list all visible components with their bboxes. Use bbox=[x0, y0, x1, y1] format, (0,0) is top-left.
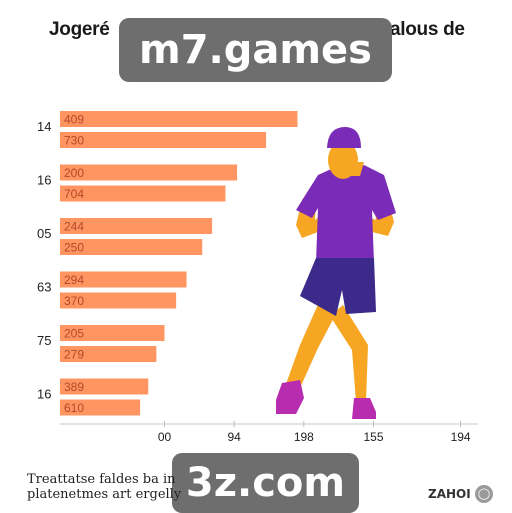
bar-data-label: 730 bbox=[64, 134, 84, 148]
y-category-label: 16 bbox=[37, 173, 51, 188]
runner-back-shoe bbox=[352, 398, 376, 419]
brand-logo-icon: ◯ bbox=[475, 485, 493, 503]
x-tick-label: 194 bbox=[451, 430, 471, 444]
bar bbox=[60, 111, 298, 127]
footnote-line-2: platenetmes art ergelly bbox=[27, 487, 182, 502]
y-category-label: 14 bbox=[37, 119, 51, 134]
runner-back-leg bbox=[330, 305, 368, 402]
bar bbox=[60, 164, 238, 181]
footnote-line-1: Treattatse faldes ba in bbox=[27, 472, 176, 487]
chart-title-right: alous de bbox=[390, 19, 465, 40]
bar bbox=[60, 218, 213, 234]
x-tick-label: 198 bbox=[294, 430, 314, 444]
bar-data-label: 389 bbox=[64, 380, 84, 394]
brand-name: ZAHOI bbox=[428, 487, 471, 501]
bar bbox=[60, 185, 226, 202]
bar bbox=[60, 346, 157, 362]
watermark-overlay-top: m7.games bbox=[119, 18, 392, 82]
bar-data-label: 200 bbox=[64, 166, 84, 180]
bar bbox=[60, 292, 177, 309]
bar-data-label: 244 bbox=[64, 220, 84, 234]
x-tick-label: 00 bbox=[158, 430, 172, 444]
bar bbox=[60, 239, 203, 255]
runner-front-shoe bbox=[276, 380, 304, 414]
y-category-label: 63 bbox=[37, 280, 51, 295]
watermark-overlay-bottom: 3z.com bbox=[172, 453, 359, 513]
x-tick-label: 94 bbox=[227, 430, 241, 444]
bar-data-label: 294 bbox=[64, 273, 84, 287]
y-category-label: 16 bbox=[37, 387, 51, 402]
bar-data-label: 409 bbox=[64, 113, 84, 127]
x-tick-label: 155 bbox=[363, 430, 383, 444]
bar bbox=[60, 378, 149, 395]
bar bbox=[60, 132, 267, 148]
footnote: Treattatse faldes ba in platenetmes art … bbox=[27, 472, 181, 502]
runner-shorts bbox=[300, 258, 376, 316]
bar-data-label: 370 bbox=[64, 294, 84, 308]
y-category-label: 75 bbox=[37, 333, 51, 348]
bar-data-label: 610 bbox=[64, 401, 84, 415]
y-category-label: 05 bbox=[37, 226, 51, 241]
bar-data-label: 250 bbox=[64, 241, 84, 255]
chart-title-left: Jogeré bbox=[49, 19, 110, 40]
bar bbox=[60, 325, 165, 341]
runner-head bbox=[328, 141, 358, 179]
bars-layer: 14 409 730 16 200 704 05 244 250 63 294 370 75 205 279… bbox=[37, 111, 298, 416]
runner-front-leg bbox=[286, 300, 338, 388]
bar-data-label: 279 bbox=[64, 348, 84, 362]
runner-cap bbox=[327, 127, 361, 148]
x-ticks-layer: 00 94 198 155 194 bbox=[158, 421, 471, 444]
bar bbox=[60, 271, 187, 288]
bar bbox=[60, 399, 141, 416]
bar-data-label: 205 bbox=[64, 327, 84, 341]
runner-illustration bbox=[276, 127, 396, 419]
runner-shirt bbox=[296, 165, 396, 262]
bar-data-label: 704 bbox=[64, 187, 84, 201]
